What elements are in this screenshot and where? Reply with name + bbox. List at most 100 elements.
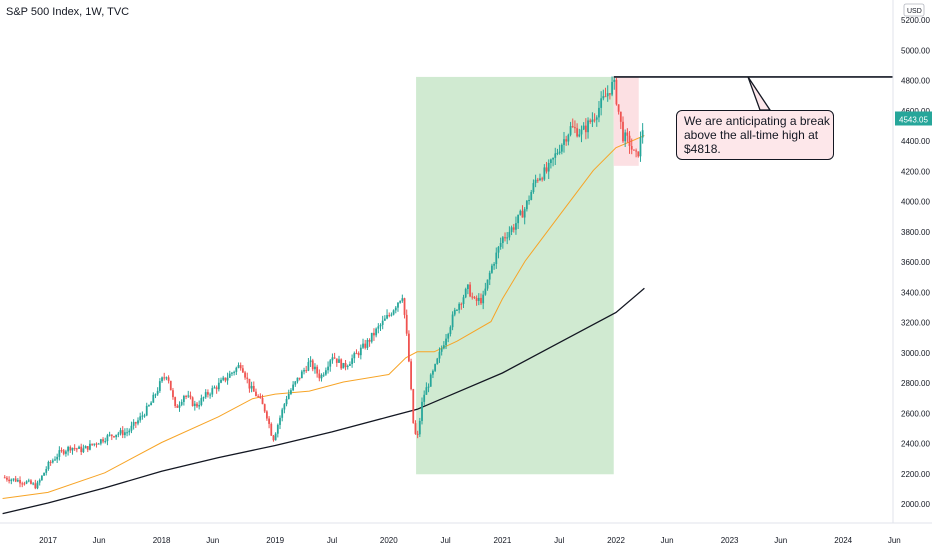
candle-body (497, 246, 500, 253)
candle-body (324, 370, 327, 375)
price-tick-label: 2600.00 (901, 409, 930, 418)
candle-body (458, 303, 461, 310)
candle-body (176, 406, 179, 408)
red-zone (613, 76, 639, 166)
candle-body (95, 443, 98, 445)
price-tick-label: 4200.00 (901, 167, 930, 176)
candle-body (418, 420, 421, 435)
candle-body (23, 483, 26, 485)
last-price-tag (895, 111, 932, 126)
candle-body (209, 394, 211, 396)
candle-body (403, 298, 406, 315)
candle-body (6, 477, 8, 480)
candle-body (141, 415, 144, 417)
time-tick-label: 2023 (721, 536, 739, 545)
candle-body (547, 163, 550, 172)
candle-body (279, 417, 281, 425)
candle-body (296, 377, 299, 382)
candle-body (442, 345, 445, 349)
candle-body (75, 448, 78, 450)
candle-body (536, 179, 539, 181)
candle-body (571, 126, 574, 128)
candle-body (283, 404, 286, 410)
candle-body (3, 477, 6, 479)
candle-body (427, 386, 430, 388)
candle-body (174, 397, 177, 407)
callout-pointer (747, 76, 772, 111)
candle-body (456, 309, 458, 311)
candle-body (438, 351, 441, 359)
candle-body (469, 284, 471, 297)
candle-body (549, 159, 552, 164)
candle-body (69, 446, 72, 451)
candle-body (515, 223, 517, 230)
candle-body (45, 468, 48, 473)
candle-body (543, 167, 546, 180)
time-tick-label: 2022 (607, 536, 625, 545)
candle-body (255, 391, 257, 397)
candle-body (421, 401, 423, 421)
candle-body (272, 435, 275, 441)
candle-body (390, 314, 393, 316)
candle-body (27, 480, 30, 482)
candle-body (47, 461, 50, 469)
candle-body (169, 380, 172, 391)
candle-body (633, 149, 635, 151)
candle-body (451, 314, 454, 328)
currency-badge[interactable] (903, 3, 925, 17)
time-tick-label: 2018 (153, 536, 171, 545)
candle-body (121, 430, 124, 436)
candle-body (440, 348, 443, 352)
moving-average-line-2 (2, 287, 645, 515)
candle-body (567, 134, 570, 142)
candle-body (381, 320, 384, 325)
candle-body (178, 404, 181, 408)
candle-body (187, 395, 190, 397)
candle-body (637, 151, 640, 157)
candle-body (375, 328, 378, 336)
candle-body (423, 394, 426, 402)
candle-body (239, 365, 242, 369)
candle-body (185, 396, 187, 398)
candle-body (560, 144, 563, 152)
candle-body (521, 210, 524, 218)
candle-body (600, 98, 603, 108)
price-tick-label: 5200.00 (901, 16, 930, 25)
candle-body (215, 387, 218, 390)
candle-body (432, 370, 434, 375)
candle-body (78, 446, 80, 449)
candle-body (191, 397, 194, 406)
candle-body (414, 423, 417, 434)
candle-body (630, 146, 633, 150)
candle-body (119, 430, 122, 434)
candle-body (519, 210, 522, 215)
candle-body (383, 318, 386, 321)
candle-body (353, 353, 356, 359)
candle-body (246, 377, 249, 379)
zones-layer (416, 76, 639, 475)
candle-body (93, 443, 96, 445)
price-axis[interactable]: 2000.00 2200.00 2400.00 2600.00 2800.00 3000.… (892, 0, 932, 550)
candle-body (613, 79, 616, 82)
candle-body (244, 372, 246, 378)
candle-body (626, 132, 629, 136)
candle-body (228, 373, 231, 378)
candle-body (12, 478, 15, 480)
candle-body (58, 450, 61, 457)
candle-body (491, 265, 493, 273)
candle-body (523, 209, 526, 218)
green-zone (416, 76, 614, 475)
candle-body (213, 387, 216, 389)
candle-body (30, 480, 32, 484)
candle-body (473, 296, 476, 298)
candle-body (316, 366, 319, 374)
annotation-callout[interactable]: We are anticipating a break above the al… (676, 110, 834, 160)
candle-body (202, 397, 205, 399)
candle-body (263, 404, 266, 412)
price-tick-label: 2000.00 (901, 500, 930, 509)
candle-body (401, 298, 404, 301)
candle-body (598, 107, 600, 118)
time-axis[interactable]: 2017 Jun 2018 Jun 2019 Jul 2020 Jul 2021 Jul 2022 J… (0, 522, 932, 545)
